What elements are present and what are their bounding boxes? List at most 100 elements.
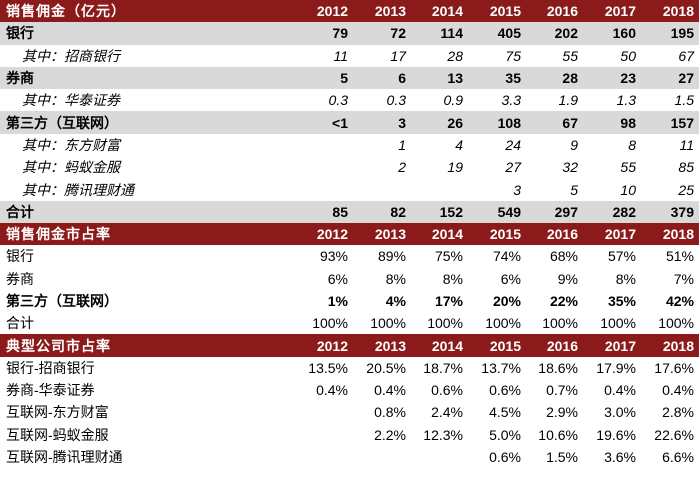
value-cell-2017: 160 bbox=[583, 22, 641, 45]
table-row: 第三方（互联网） <1 3 26 108 67 98 157 bbox=[0, 111, 699, 134]
value-cell-2017: 50 bbox=[620, 47, 636, 64]
value-cell-2014: 12.3% bbox=[423, 426, 463, 443]
value-cell-2016: 9% bbox=[557, 270, 578, 287]
row-label: 合计 bbox=[6, 315, 34, 332]
value-cell-2018: 6.6% bbox=[662, 449, 694, 466]
value-cell-2016: 5 bbox=[570, 181, 578, 198]
value-cell-2014: 26 bbox=[411, 111, 468, 134]
year-header-2013: 2013 bbox=[353, 334, 411, 357]
value-cell-2012: 11 bbox=[333, 47, 348, 64]
year-header-2016: 2016 bbox=[526, 334, 583, 357]
value-cell-2015: 100% bbox=[485, 315, 521, 332]
table-row: 合计 85 82 152 549 297 282 379 bbox=[0, 200, 699, 223]
value-cell-2012 bbox=[295, 424, 353, 446]
section-title: 典型公司市占率 bbox=[0, 334, 295, 357]
value-cell-2018: 67 bbox=[678, 47, 694, 64]
value-cell-2015: 3.3 bbox=[501, 92, 521, 109]
value-cell-2018: 27 bbox=[641, 66, 699, 90]
value-cell-2015: 24 bbox=[505, 136, 521, 153]
table-row: 券商-华泰证券 0.4% 0.4% 0.6% 0.6% 0.7% 0.4% 0.4% bbox=[0, 379, 699, 401]
value-cell-2014: 18.7% bbox=[423, 359, 463, 376]
value-cell-2016: 1.9 bbox=[558, 92, 578, 109]
year-header-2013: 2013 bbox=[353, 0, 411, 23]
value-cell-2013: 17 bbox=[390, 47, 406, 64]
value-cell-2016: 2.9% bbox=[546, 404, 578, 421]
value-cell-2016: 28 bbox=[526, 66, 583, 90]
value-cell-2018: 22.6% bbox=[654, 426, 694, 443]
value-cell-2018: 195 bbox=[641, 22, 699, 45]
year-header-2018: 2018 bbox=[641, 0, 699, 23]
year-header-2018: 2018 bbox=[641, 222, 699, 246]
table-row: 其中：蚂蚁金服 2 19 27 32 55 85 bbox=[0, 156, 699, 178]
value-cell-2016: 67 bbox=[526, 111, 583, 134]
section-title: 销售佣金市占率 bbox=[0, 222, 295, 246]
value-cell-2018: 379 bbox=[641, 200, 699, 223]
value-cell-2017: 35% bbox=[607, 293, 636, 309]
value-cell-2012: 1% bbox=[327, 293, 348, 309]
value-cell-2017: 17.9% bbox=[596, 359, 636, 376]
section-header-company-share: 典型公司市占率 2012 2013 2014 2015 2016 2017 2018 bbox=[0, 334, 699, 357]
value-cell-2018: 2.8% bbox=[662, 404, 694, 421]
table-row: 券商 5 6 13 35 28 23 27 bbox=[0, 66, 699, 90]
table-row: 其中：腾讯理财通 3 5 10 25 bbox=[0, 178, 699, 200]
value-cell-2016: 297 bbox=[526, 200, 583, 223]
year-header-2015: 2015 bbox=[468, 0, 526, 23]
value-cell-2012: <1 bbox=[295, 111, 353, 134]
value-cell-2013: 0.3 bbox=[386, 92, 406, 109]
value-cell-2017: 23 bbox=[583, 66, 641, 90]
row-label: 其中：蚂蚁金服 bbox=[22, 159, 120, 176]
year-header-2013: 2013 bbox=[353, 222, 411, 246]
value-cell-2014: 152 bbox=[411, 200, 468, 223]
value-cell-2017: 3.0% bbox=[604, 404, 636, 421]
row-label: 银行 bbox=[6, 248, 34, 265]
value-cell-2014 bbox=[411, 446, 468, 468]
value-cell-2014: 100% bbox=[427, 315, 463, 332]
table-row: 互联网-腾讯理财通 0.6% 1.5% 3.6% 6.6% bbox=[0, 446, 699, 468]
table-row: 银行 93% 89% 75% 74% 68% 57% 51% bbox=[0, 245, 699, 267]
value-cell-2016: 18.6% bbox=[538, 359, 578, 376]
value-cell-2016: 202 bbox=[526, 22, 583, 45]
table-row: 其中：招商银行 11 17 28 75 55 50 67 bbox=[0, 45, 699, 67]
value-cell-2014 bbox=[411, 178, 468, 200]
value-cell-2015: 6% bbox=[500, 270, 521, 287]
row-label: 券商 bbox=[0, 66, 295, 90]
value-cell-2012: 0.4% bbox=[316, 382, 348, 399]
value-cell-2014: 0.6% bbox=[431, 382, 463, 399]
value-cell-2018: 25 bbox=[678, 181, 694, 198]
value-cell-2015: 20% bbox=[492, 293, 521, 309]
row-label: 其中：东方财富 bbox=[22, 136, 120, 153]
value-cell-2013: 2 bbox=[398, 159, 406, 176]
year-header-2012: 2012 bbox=[295, 334, 353, 357]
value-cell-2014: 8% bbox=[442, 270, 463, 287]
value-cell-2013: 8% bbox=[385, 270, 406, 287]
value-cell-2012 bbox=[295, 156, 353, 178]
table-row: 券商 6% 8% 8% 6% 9% 8% 7% bbox=[0, 268, 699, 290]
table-row: 其中：华泰证券 0.3 0.3 0.9 3.3 1.9 1.3 1.5 bbox=[0, 89, 699, 111]
value-cell-2018: 51% bbox=[665, 248, 694, 265]
value-cell-2015: 108 bbox=[468, 111, 526, 134]
value-cell-2017: 1.3 bbox=[616, 92, 636, 109]
value-cell-2014: 2.4% bbox=[431, 404, 463, 421]
value-cell-2015: 0.6% bbox=[489, 382, 521, 399]
value-cell-2016: 1.5% bbox=[546, 449, 578, 466]
value-cell-2014: 0.9 bbox=[443, 92, 463, 109]
value-cell-2012: 5 bbox=[295, 66, 353, 90]
value-cell-2013: 2.2% bbox=[374, 426, 406, 443]
value-cell-2016: 9 bbox=[570, 136, 578, 153]
value-cell-2013: 0.4% bbox=[374, 382, 406, 399]
value-cell-2014: 13 bbox=[411, 66, 468, 90]
year-header-2016: 2016 bbox=[526, 0, 583, 23]
row-label: 互联网-东方财富 bbox=[6, 404, 109, 421]
value-cell-2015: 3 bbox=[513, 181, 521, 198]
value-cell-2015: 0.6% bbox=[489, 449, 521, 466]
value-cell-2018: 11 bbox=[679, 136, 694, 153]
value-cell-2013: 89% bbox=[377, 248, 406, 265]
value-cell-2017: 19.6% bbox=[596, 426, 636, 443]
value-cell-2014: 28 bbox=[447, 47, 463, 64]
value-cell-2017: 100% bbox=[600, 315, 636, 332]
year-header-2014: 2014 bbox=[411, 0, 468, 23]
value-cell-2012: 85 bbox=[295, 200, 353, 223]
value-cell-2012: 93% bbox=[319, 248, 348, 265]
value-cell-2015: 75 bbox=[505, 47, 521, 64]
